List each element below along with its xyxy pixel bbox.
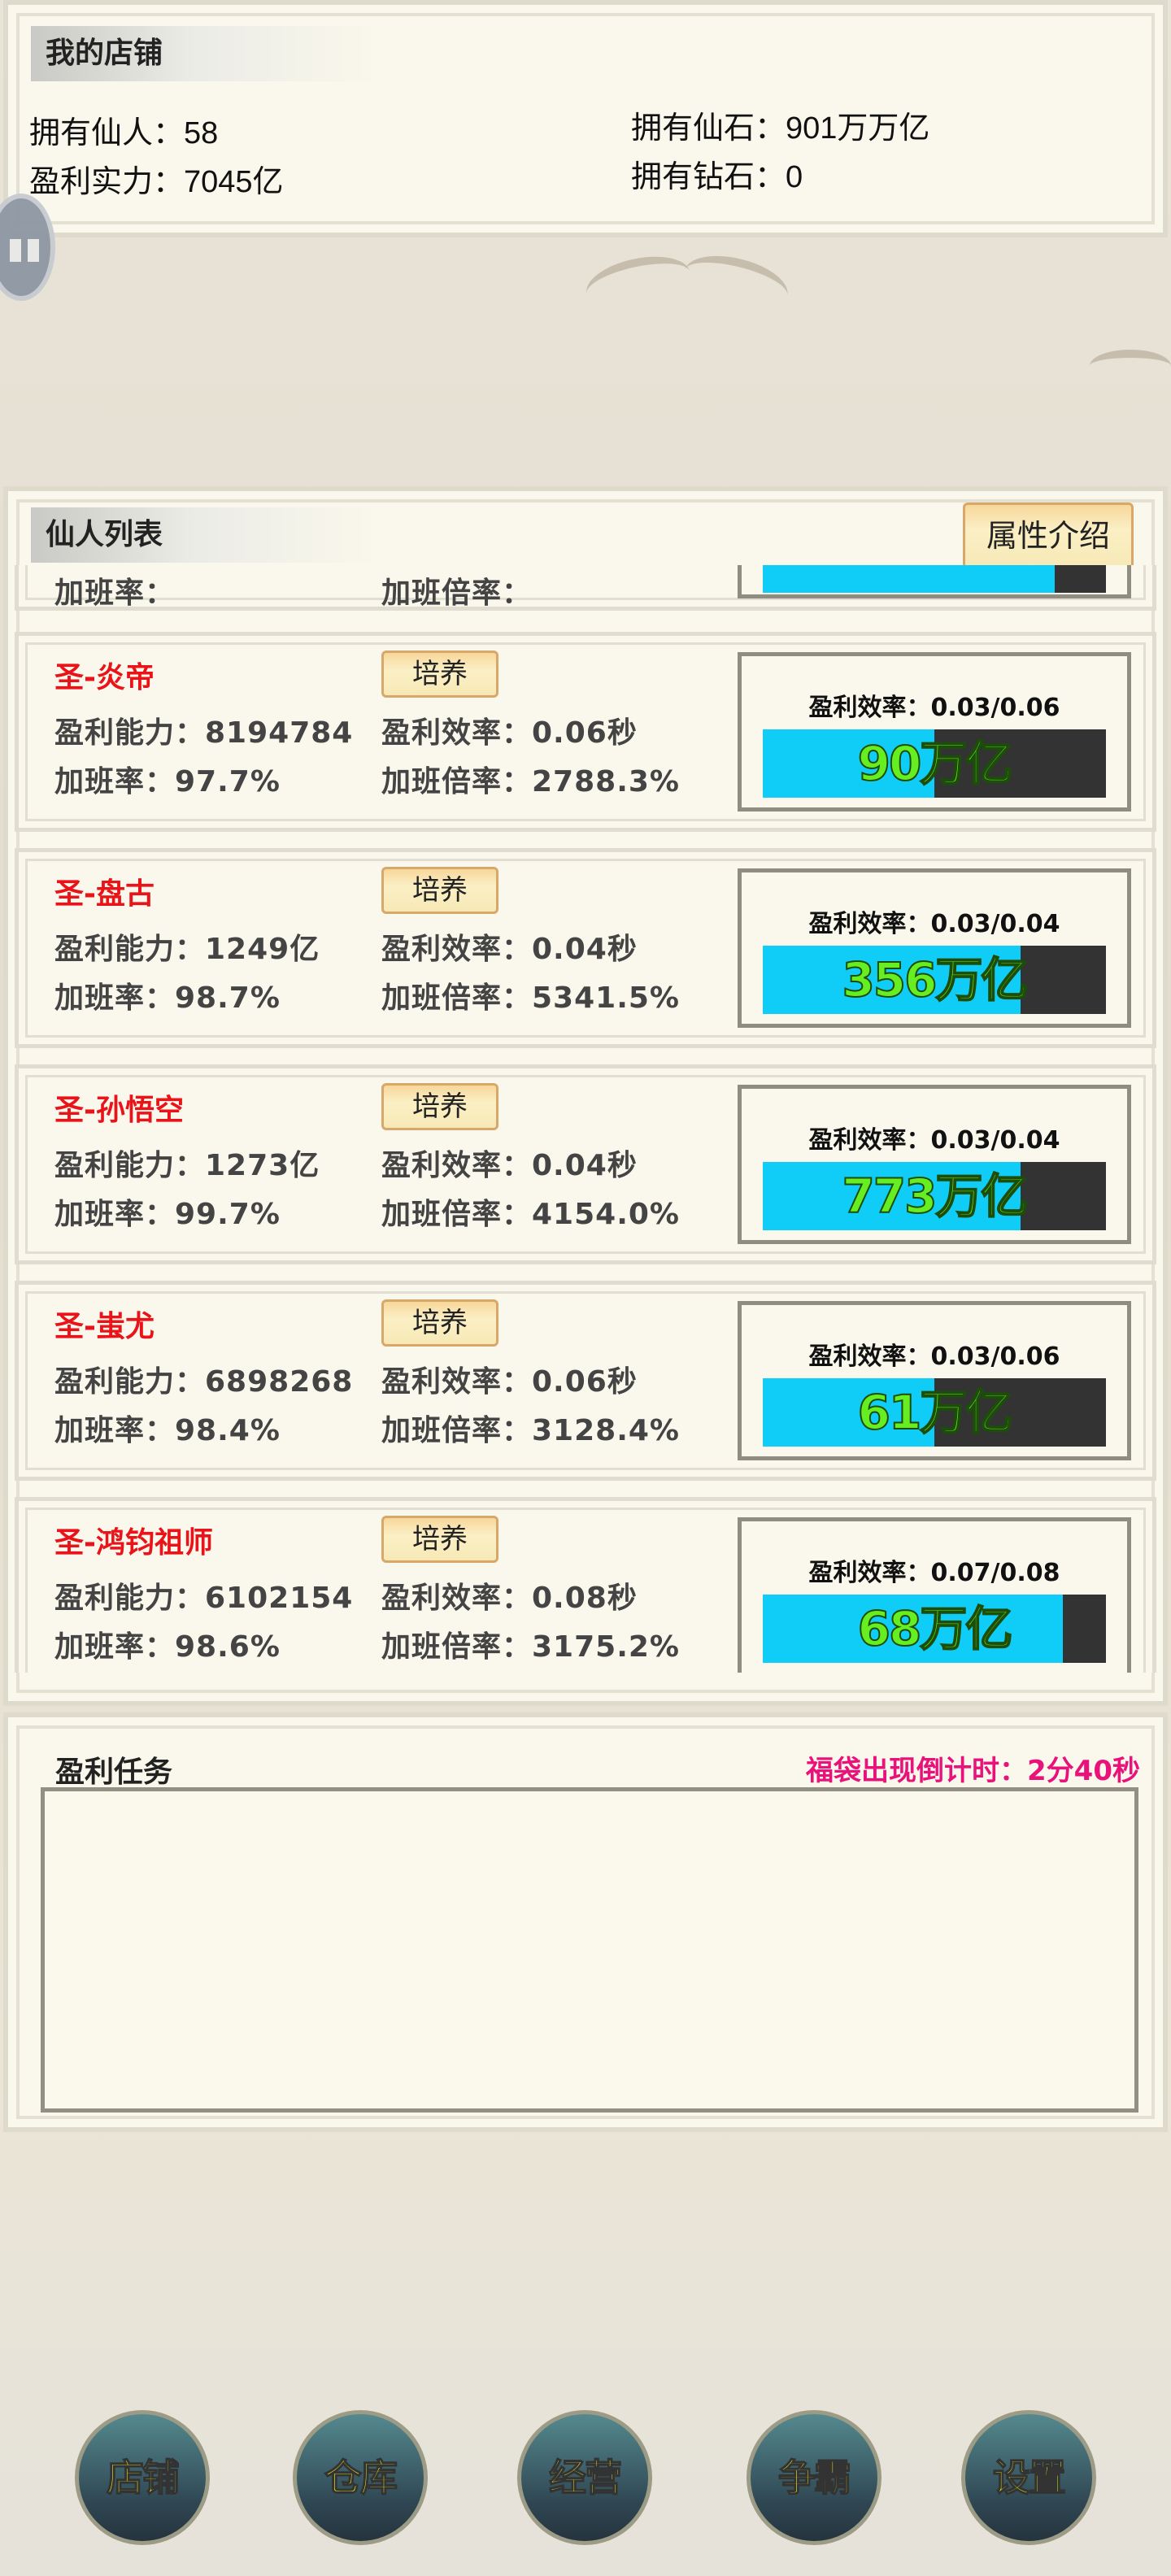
list-item: 圣-蚩尤 培养 盈利能力：6898268 盈利效率：0.06秒 加班率：98.4…: [15, 1281, 1156, 1481]
floating-profit-text: 90万亿: [857, 735, 1014, 792]
immortal-name: 圣-蚩尤: [54, 1310, 155, 1343]
task-box: [41, 1787, 1138, 2113]
progress-box: 盈利效率：0.03/0.04 773万亿: [738, 1085, 1131, 1244]
immortal-name: 圣-鸿钧祖师: [54, 1526, 213, 1560]
profit-efficiency: 盈利效率：0.04秒: [381, 933, 638, 966]
overtime-multiplier: 加班倍率：4154.0%: [381, 1198, 680, 1231]
immortals-count: 拥有仙人：58: [29, 116, 219, 150]
profit-ability: 盈利能力：8194784: [54, 716, 354, 750]
shop-title: 我的店铺: [31, 26, 381, 81]
floating-pause-bubble[interactable]: [0, 194, 55, 301]
progress-fill: [763, 1595, 1064, 1663]
progress-fill: [763, 565, 1055, 593]
list-item: 圣-鸿钧祖师 培养 盈利能力：6102154 盈利效率：0.08秒 加班率：98…: [15, 1497, 1156, 1673]
profit-efficiency: 盈利效率：0.06秒: [381, 1365, 638, 1399]
task-title: 盈利任务: [55, 1756, 173, 1789]
progress-bar: 356万亿: [763, 946, 1106, 1014]
nav-shop-button[interactable]: 店铺: [75, 2410, 210, 2545]
task-panel: 盈利任务 福袋出现倒计时：2分40秒: [3, 1712, 1168, 2132]
overtime-rate: 加班率：97.7%: [54, 765, 281, 798]
list-item: 圣-炎帝 培养 盈利能力：8194784 盈利效率：0.06秒 加班率：97.7…: [15, 632, 1156, 832]
progress-box: 盈利效率：0.03/0.06 61万亿: [738, 1301, 1131, 1460]
floating-profit-text: 356万亿: [841, 951, 1029, 1008]
profit-efficiency: 盈利效率：0.04秒: [381, 1149, 638, 1182]
progress-text: 盈利效率：0.03/0.04: [808, 1126, 1060, 1155]
progress-text: 盈利效率：0.03/0.04: [808, 910, 1060, 938]
nav-compete-button[interactable]: 争霸: [747, 2410, 882, 2545]
progress-text: 盈利效率：0.03/0.06: [808, 1342, 1060, 1371]
progress-box: 盈利效率：0.07/0.08 68万亿: [738, 1517, 1131, 1673]
bird-decoration: [678, 246, 794, 320]
overtime-multiplier: 加班倍率：: [381, 577, 533, 610]
train-button[interactable]: 培养: [381, 1516, 498, 1563]
progress-bar: 68万亿: [763, 1595, 1106, 1663]
profit-ability: 盈利能力：1273亿: [54, 1149, 320, 1182]
progress-bar: 773万亿: [763, 1162, 1106, 1230]
list-item-partial: 加班率： 加班倍率：: [15, 565, 1156, 611]
overtime-multiplier: 加班倍率：5341.5%: [381, 981, 680, 1015]
progress-box: 盈利效率：0.03/0.06 90万亿: [738, 652, 1131, 812]
train-button[interactable]: 培养: [381, 867, 498, 914]
nav-warehouse-button[interactable]: 仓库: [293, 2410, 428, 2545]
progress-text: 盈利效率：0.03/0.06: [808, 694, 1060, 722]
floating-profit-text: 773万亿: [841, 1168, 1029, 1225]
pause-icon: [28, 239, 39, 262]
progress-box: [738, 565, 1131, 598]
nav-settings-button[interactable]: 设置: [961, 2410, 1096, 2545]
floating-profit-text: 61万亿: [857, 1384, 1014, 1441]
overtime-rate: 加班率：99.7%: [54, 1198, 281, 1231]
overtime-rate: 加班率：98.4%: [54, 1414, 281, 1447]
progress-fill: [763, 729, 934, 798]
progress-fill: [763, 1378, 934, 1447]
progress-fill: [763, 1162, 1021, 1230]
profit-efficiency: 盈利效率：0.08秒: [381, 1582, 638, 1615]
train-button[interactable]: 培养: [381, 1299, 498, 1347]
lucky-bag-countdown: 福袋出现倒计时：2分40秒: [806, 1755, 1140, 1787]
list-item: 圣-盘古 培养 盈利能力：1249亿 盈利效率：0.04秒 加班率：98.7% …: [15, 848, 1156, 1048]
floating-profit-text: 68万亿: [857, 1600, 1014, 1657]
profit-ability: 盈利能力：6102154: [54, 1582, 354, 1615]
diamonds-count: 拥有钻石：0: [631, 160, 803, 194]
bird-decoration: [1090, 350, 1171, 382]
profit-efficiency: 盈利效率：0.06秒: [381, 716, 638, 750]
progress-fill: [763, 946, 1021, 1014]
list-title: 仙人列表: [31, 507, 381, 563]
immortal-name: 圣-炎帝: [54, 661, 155, 694]
overtime-multiplier: 加班倍率：2788.3%: [381, 765, 680, 798]
progress-bar: [763, 565, 1106, 593]
profit-ability: 盈利能力：6898268: [54, 1365, 354, 1399]
progress-box: 盈利效率：0.03/0.04 356万亿: [738, 868, 1131, 1028]
train-button[interactable]: 培养: [381, 651, 498, 698]
stones-count: 拥有仙石：901万万亿: [631, 111, 930, 146]
progress-bar: 90万亿: [763, 729, 1106, 798]
overtime-multiplier: 加班倍率：3128.4%: [381, 1414, 680, 1447]
overtime-rate: 加班率：: [54, 577, 176, 610]
profit-ability: 盈利能力：1249亿: [54, 933, 320, 966]
overtime-rate: 加班率：98.6%: [54, 1630, 281, 1664]
immortal-list[interactable]: 加班率： 加班倍率： 圣-炎帝 培养 盈利能力：8194784 盈利效率：0.0…: [15, 565, 1156, 1673]
overtime-multiplier: 加班倍率：3175.2%: [381, 1630, 680, 1664]
bird-decoration: [581, 248, 695, 318]
nav-business-button[interactable]: 经营: [517, 2410, 652, 2545]
profit-power: 盈利实力：7045亿: [29, 165, 284, 199]
train-button[interactable]: 培养: [381, 1083, 498, 1130]
pause-icon: [10, 239, 21, 262]
immortal-name: 圣-孙悟空: [54, 1094, 184, 1127]
progress-text: 盈利效率：0.07/0.08: [808, 1559, 1060, 1587]
immortal-name: 圣-盘古: [54, 877, 155, 911]
list-item: 圣-孙悟空 培养 盈利能力：1273亿 盈利效率：0.04秒 加班率：99.7%…: [15, 1064, 1156, 1264]
overtime-rate: 加班率：98.7%: [54, 981, 281, 1015]
shop-panel: 我的店铺 拥有仙人：58 盈利实力：7045亿 拥有仙石：901万万亿 拥有钻石…: [3, 0, 1168, 237]
progress-bar: 61万亿: [763, 1378, 1106, 1447]
attribute-intro-button[interactable]: 属性介绍: [963, 503, 1134, 569]
